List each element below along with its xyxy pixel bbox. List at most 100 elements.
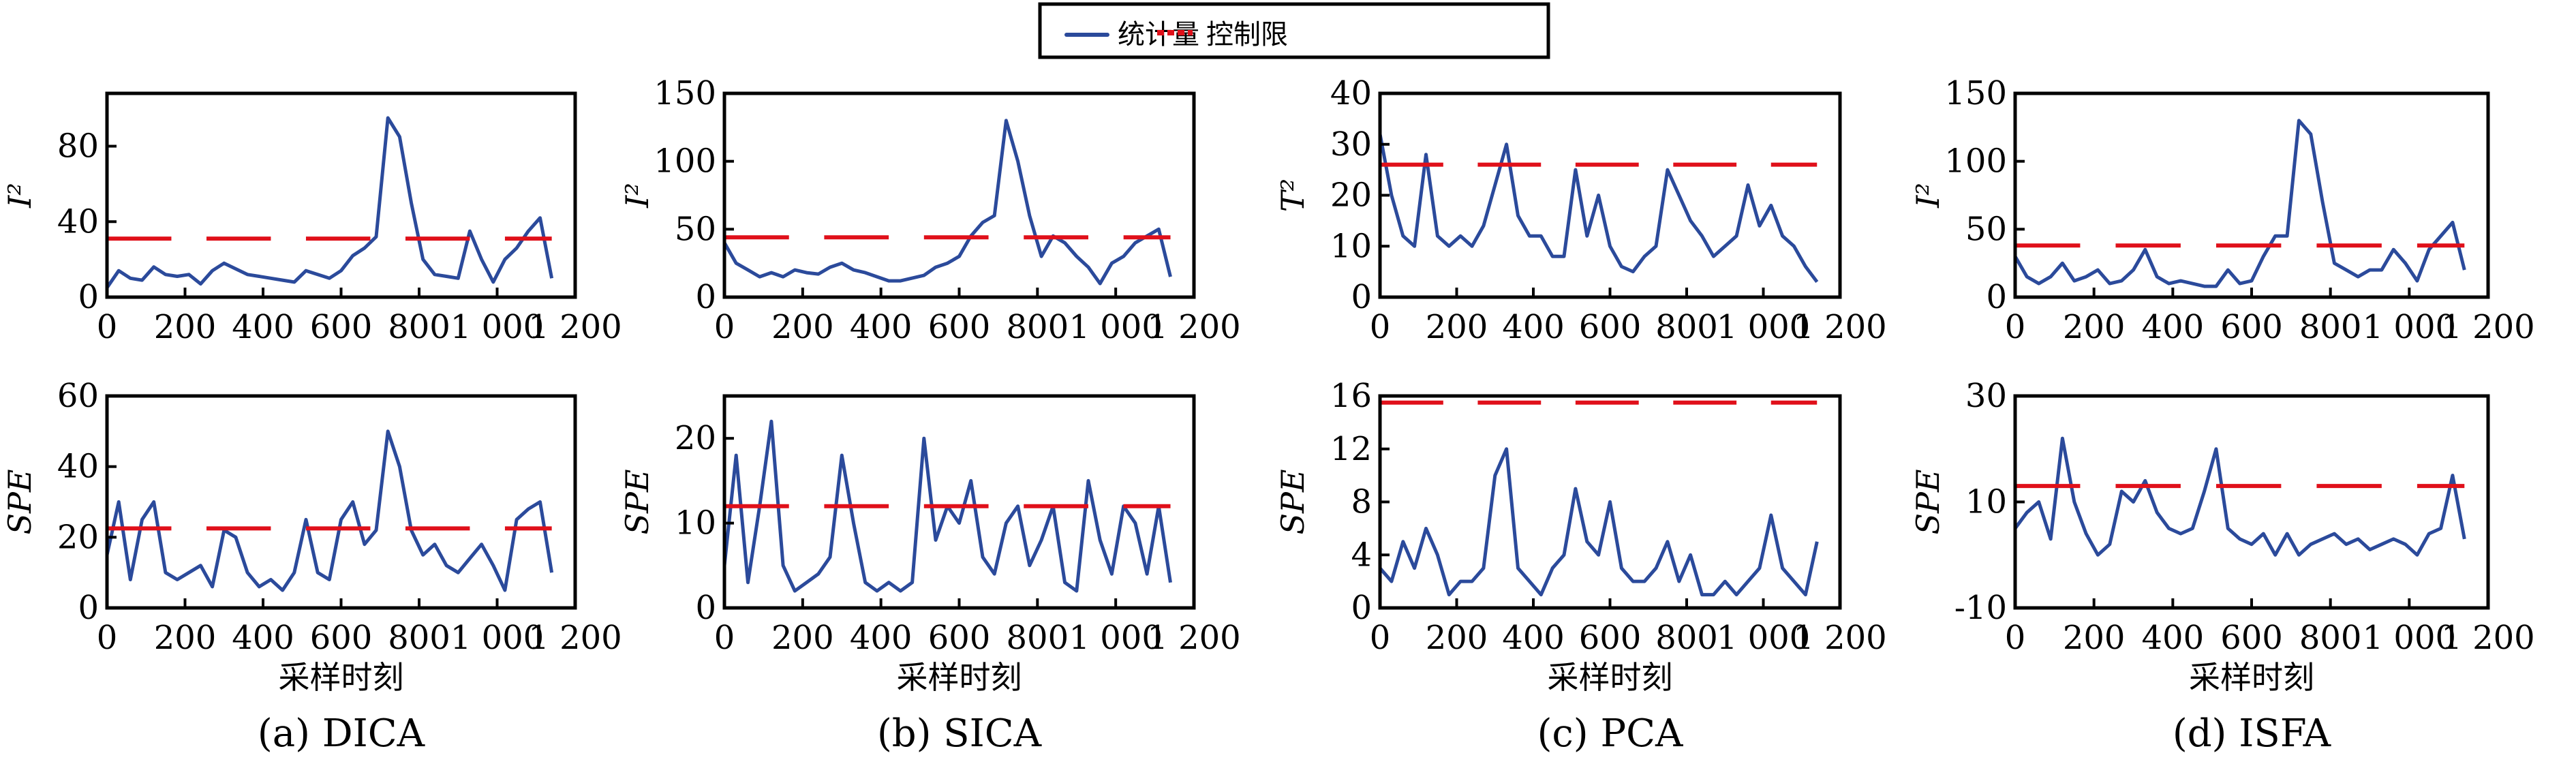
legend: 统计量 控制限 [1038, 2, 1550, 59]
y-tick-label: 0 [695, 278, 716, 316]
x-tick-label: 200 [771, 619, 834, 657]
x-tick-label: 600 [310, 308, 373, 346]
x-tick-label: 1 000 [1717, 619, 1810, 657]
x-tick-label: 1 200 [2441, 308, 2534, 346]
x-tick-label: 1 000 [2363, 619, 2456, 657]
x-tick-label: 1 000 [450, 619, 544, 657]
series-line [105, 429, 554, 592]
series-line [1378, 134, 1819, 284]
y-tick-label: 12 [1330, 430, 1372, 468]
x-tick-label: 1 200 [528, 308, 622, 346]
x-tick-label: 1 200 [1793, 308, 1886, 346]
x-tick-label: 600 [310, 619, 373, 657]
x-tick-label: 1 000 [2363, 308, 2456, 346]
x-tick-label: 400 [1502, 308, 1565, 346]
panel-caption: (a) DICA [258, 711, 425, 756]
y-tick-label: 60 [57, 377, 99, 415]
x-tick-label: 600 [2220, 619, 2283, 657]
x-tick-label: 400 [2142, 308, 2205, 346]
y-tick-label: 40 [1330, 74, 1372, 112]
legend-limit-label: 控制限 [1206, 19, 1288, 50]
y-tick-label: 0 [1351, 278, 1372, 316]
x-tick-label: 400 [232, 308, 294, 346]
x-tick-label: 200 [154, 308, 217, 346]
x-tick-label: 400 [232, 619, 294, 657]
x-tick-label: 0 [714, 308, 735, 346]
x-tick-label: 400 [2142, 619, 2205, 657]
plot-frame [1378, 91, 1842, 299]
x-tick-label: 800 [1007, 308, 1069, 346]
plot-frame [722, 91, 1196, 299]
y-tick-label: 150 [1944, 74, 2007, 112]
x-tick-label: 200 [771, 308, 834, 346]
y-tick-label: 100 [1944, 142, 2007, 181]
x-axis-label: 采样时刻 [2189, 659, 2314, 696]
x-tick-label: 200 [1426, 619, 1488, 657]
x-tick-label: 1 000 [1069, 308, 1162, 346]
x-tick-label: 800 [388, 619, 450, 657]
legend-box [1038, 2, 1550, 59]
y-tick-label: 20 [675, 419, 716, 457]
series-line [2013, 119, 2466, 288]
panel-caption: (d) ISFA [2173, 711, 2331, 756]
y-tick-label: 50 [675, 210, 716, 248]
x-tick-label: 800 [388, 308, 450, 346]
y-tick-label: 0 [695, 589, 716, 627]
y-tick-label: 20 [57, 518, 99, 556]
plot-frame [105, 394, 577, 610]
y-tick-label: 0 [1351, 589, 1372, 627]
y-axis-label: SPE [619, 469, 656, 534]
y-tick-label: 4 [1351, 536, 1372, 574]
x-tick-label: 1 200 [528, 619, 622, 657]
x-tick-label: 0 [2005, 308, 2026, 346]
plot-frame [2013, 91, 2490, 299]
x-tick-label: 800 [2299, 619, 2362, 657]
x-tick-label: 600 [2220, 308, 2283, 346]
x-tick-label: 1 200 [1793, 619, 1886, 657]
x-tick-label: 0 [2005, 619, 2026, 657]
y-tick-label: 10 [1330, 227, 1372, 265]
series-line [1379, 447, 1819, 597]
x-tick-label: 0 [97, 308, 118, 346]
x-tick-label: 600 [928, 619, 991, 657]
y-tick-label: 16 [1330, 377, 1372, 415]
y-tick-label: 20 [1330, 177, 1372, 215]
y-tick-label: 150 [654, 74, 716, 112]
y-axis-label: SPE [1, 469, 38, 534]
y-tick-label: -10 [1954, 589, 2007, 627]
panel-caption: (b) SICA [877, 711, 1042, 756]
x-tick-label: 0 [1370, 308, 1391, 346]
x-tick-label: 1 200 [1147, 308, 1240, 346]
x-tick-label: 200 [2063, 619, 2126, 657]
y-tick-label: 100 [654, 142, 716, 181]
x-axis-label: 采样时刻 [1548, 659, 1673, 696]
x-axis-label: 采样时刻 [279, 659, 404, 696]
series-line [722, 119, 1172, 286]
x-tick-label: 400 [850, 619, 913, 657]
x-tick-label: 800 [2299, 308, 2362, 346]
y-axis-label: T² [1274, 179, 1311, 212]
plot-frame [2013, 394, 2490, 610]
y-tick-label: 40 [57, 448, 99, 486]
y-tick-label: 30 [1965, 377, 2007, 415]
x-tick-label: 200 [1426, 308, 1488, 346]
x-tick-label: 600 [1579, 308, 1642, 346]
y-tick-label: 0 [1986, 278, 2007, 316]
x-tick-label: 400 [850, 308, 913, 346]
x-tick-label: 600 [1579, 619, 1642, 657]
plot-frame [722, 394, 1196, 610]
y-axis-label: I² [1, 183, 38, 209]
x-tick-label: 800 [1655, 308, 1718, 346]
x-tick-label: 1 000 [1717, 308, 1810, 346]
x-tick-label: 1 000 [450, 308, 544, 346]
series-line [2013, 436, 2466, 557]
x-tick-label: 200 [154, 619, 217, 657]
y-tick-label: 40 [57, 202, 99, 241]
